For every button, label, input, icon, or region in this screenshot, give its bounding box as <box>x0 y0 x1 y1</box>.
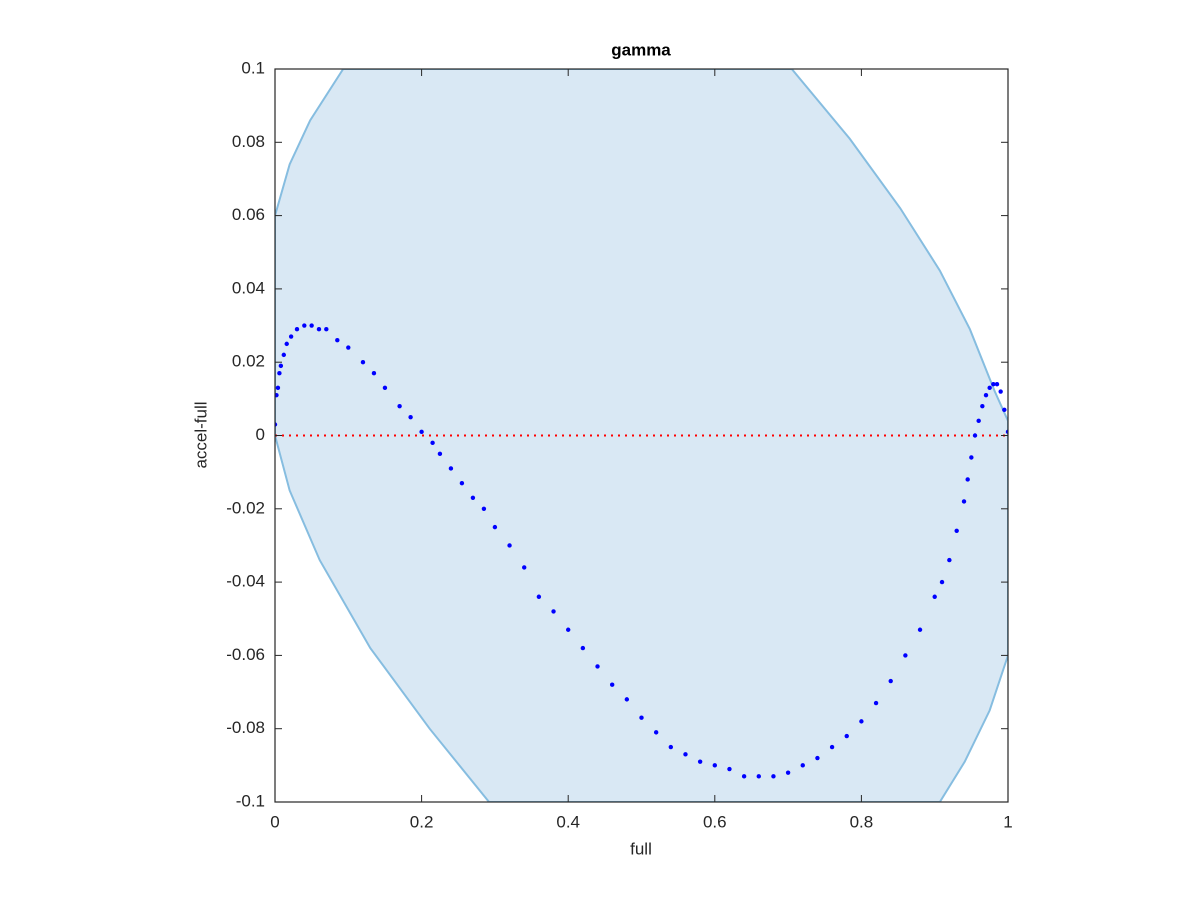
data-point <box>859 719 864 724</box>
data-point <box>983 392 989 398</box>
data-point <box>829 744 835 750</box>
data-point <box>980 403 985 409</box>
data-point <box>653 730 659 735</box>
x-tick-label: 0.6 <box>703 812 727 831</box>
y-axis-label: accel-full <box>191 401 210 468</box>
data-point <box>609 682 615 687</box>
data-point <box>294 327 300 332</box>
x-tick-label: 1 <box>1003 812 1012 831</box>
data-point <box>785 770 791 775</box>
data-point <box>522 565 527 570</box>
data-point <box>947 557 952 563</box>
data-point <box>1002 407 1007 413</box>
y-tick-label: 0.1 <box>241 58 265 77</box>
data-point <box>566 627 571 632</box>
data-point <box>969 455 974 460</box>
data-point <box>683 752 688 757</box>
data-point <box>277 370 282 376</box>
data-point <box>408 414 413 420</box>
data-point <box>419 429 424 435</box>
data-point <box>939 579 945 585</box>
x-tick-label: 0.2 <box>410 812 434 831</box>
y-tick-label: -0.08 <box>226 718 265 737</box>
data-point <box>288 334 294 339</box>
data-point <box>756 774 761 779</box>
data-point <box>430 440 435 446</box>
data-point <box>302 323 307 328</box>
data-point <box>991 381 996 387</box>
data-point <box>888 678 893 684</box>
data-point <box>727 766 732 772</box>
data-point <box>800 763 805 768</box>
data-point <box>903 653 908 658</box>
data-point <box>278 363 284 369</box>
data-point <box>397 403 402 409</box>
y-tick-label: -0.1 <box>236 791 265 810</box>
y-tick-label: 0.02 <box>232 352 265 371</box>
data-point <box>309 323 314 328</box>
data-point <box>470 495 476 501</box>
data-point <box>998 389 1003 394</box>
data-point <box>712 763 717 768</box>
y-tick-label: -0.04 <box>226 572 265 591</box>
y-tick-label: 0 <box>256 425 265 444</box>
data-point <box>932 594 937 599</box>
data-point <box>281 352 286 358</box>
data-point <box>987 385 992 391</box>
data-point <box>976 418 981 424</box>
data-point <box>595 664 600 669</box>
data-point <box>275 385 281 391</box>
data-point <box>917 627 923 632</box>
data-point <box>481 506 487 511</box>
data-point <box>507 543 512 548</box>
x-axis-label: full <box>630 839 652 858</box>
x-tick-label: 0 <box>270 812 279 831</box>
data-point <box>873 700 879 706</box>
data-point <box>324 327 329 332</box>
data-point <box>346 345 351 350</box>
data-point <box>771 774 776 779</box>
data-point <box>371 370 377 376</box>
y-tick-label: 0.06 <box>232 205 265 224</box>
y-tick-label: -0.06 <box>226 645 265 664</box>
data-point <box>624 697 630 702</box>
data-point <box>961 499 967 504</box>
data-point <box>844 733 849 739</box>
data-point <box>459 480 465 486</box>
data-point <box>335 338 340 343</box>
data-point <box>994 381 1000 387</box>
y-tick-label: 0.04 <box>232 278 265 297</box>
data-point <box>492 524 498 530</box>
y-tick-label: 0.08 <box>232 132 265 151</box>
data-point <box>639 715 644 720</box>
data-point <box>275 392 279 398</box>
data-point <box>697 759 703 764</box>
data-point <box>382 385 388 391</box>
data-point <box>580 645 586 651</box>
data-point <box>316 327 322 332</box>
x-tick-label: 0.8 <box>850 812 874 831</box>
data-point <box>437 451 443 457</box>
data-point <box>668 744 674 750</box>
data-point <box>965 477 970 482</box>
data-point <box>284 341 289 347</box>
y-tick-label: -0.02 <box>226 498 265 517</box>
data-point <box>551 609 556 614</box>
data-point <box>741 774 747 779</box>
shaded-region <box>275 69 1008 802</box>
chart-title: gamma <box>611 40 671 59</box>
data-point <box>972 433 978 438</box>
data-point <box>954 528 959 533</box>
axes: 0 0.2 0.4 0.6 0.8 1 -0.1 -0.08 -0.06 -0.04 -0.02 0 0… <box>226 58 1012 831</box>
data-point <box>536 594 542 599</box>
data-point <box>815 755 820 761</box>
plot-area <box>275 69 1008 802</box>
data-point <box>448 466 454 471</box>
x-tick-label: 0.4 <box>556 812 580 831</box>
data-point <box>360 360 366 365</box>
